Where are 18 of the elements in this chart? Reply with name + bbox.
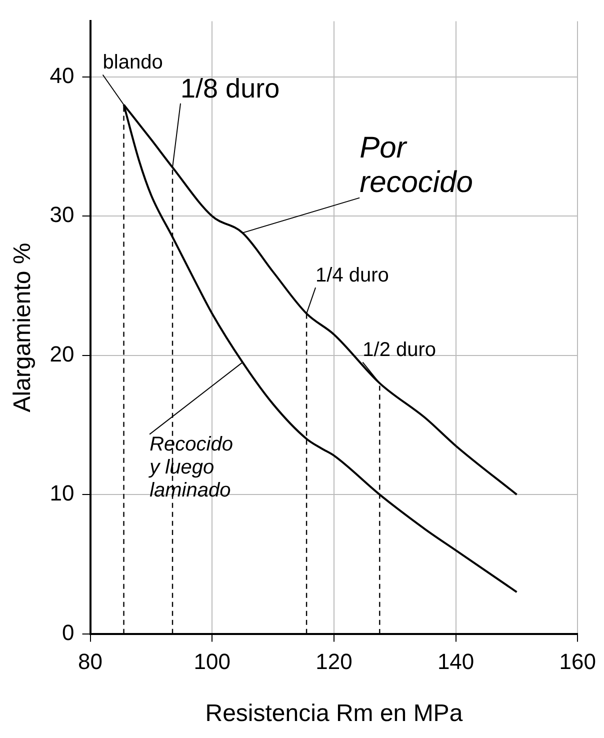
y-tick-label: 40	[50, 62, 74, 88]
annotation: Recocido y luego laminado	[148, 433, 233, 502]
annotation: 1/8 duro	[180, 73, 280, 104]
y-tick-label: 20	[50, 341, 74, 366]
y-tick-label: 0	[62, 620, 74, 645]
x-tick-label: 80	[78, 649, 103, 674]
annotation: 1/4 duro	[316, 264, 389, 287]
x-tick-label: 120	[316, 649, 352, 674]
x-tick-label: 160	[559, 649, 596, 674]
annotation: blando	[102, 52, 163, 74]
y-tick-label: 30	[50, 202, 74, 228]
annotation: Por recocido	[360, 131, 473, 199]
annotation: 1/2 duro	[362, 339, 436, 362]
y-axis-title: Alargamiento %	[9, 242, 36, 412]
x-axis-title: Resistencia Rm en MPa	[205, 700, 464, 728]
y-tick-label: 10	[50, 480, 74, 506]
x-tick-label: 100	[194, 649, 230, 674]
x-tick-label: 140	[437, 649, 474, 674]
